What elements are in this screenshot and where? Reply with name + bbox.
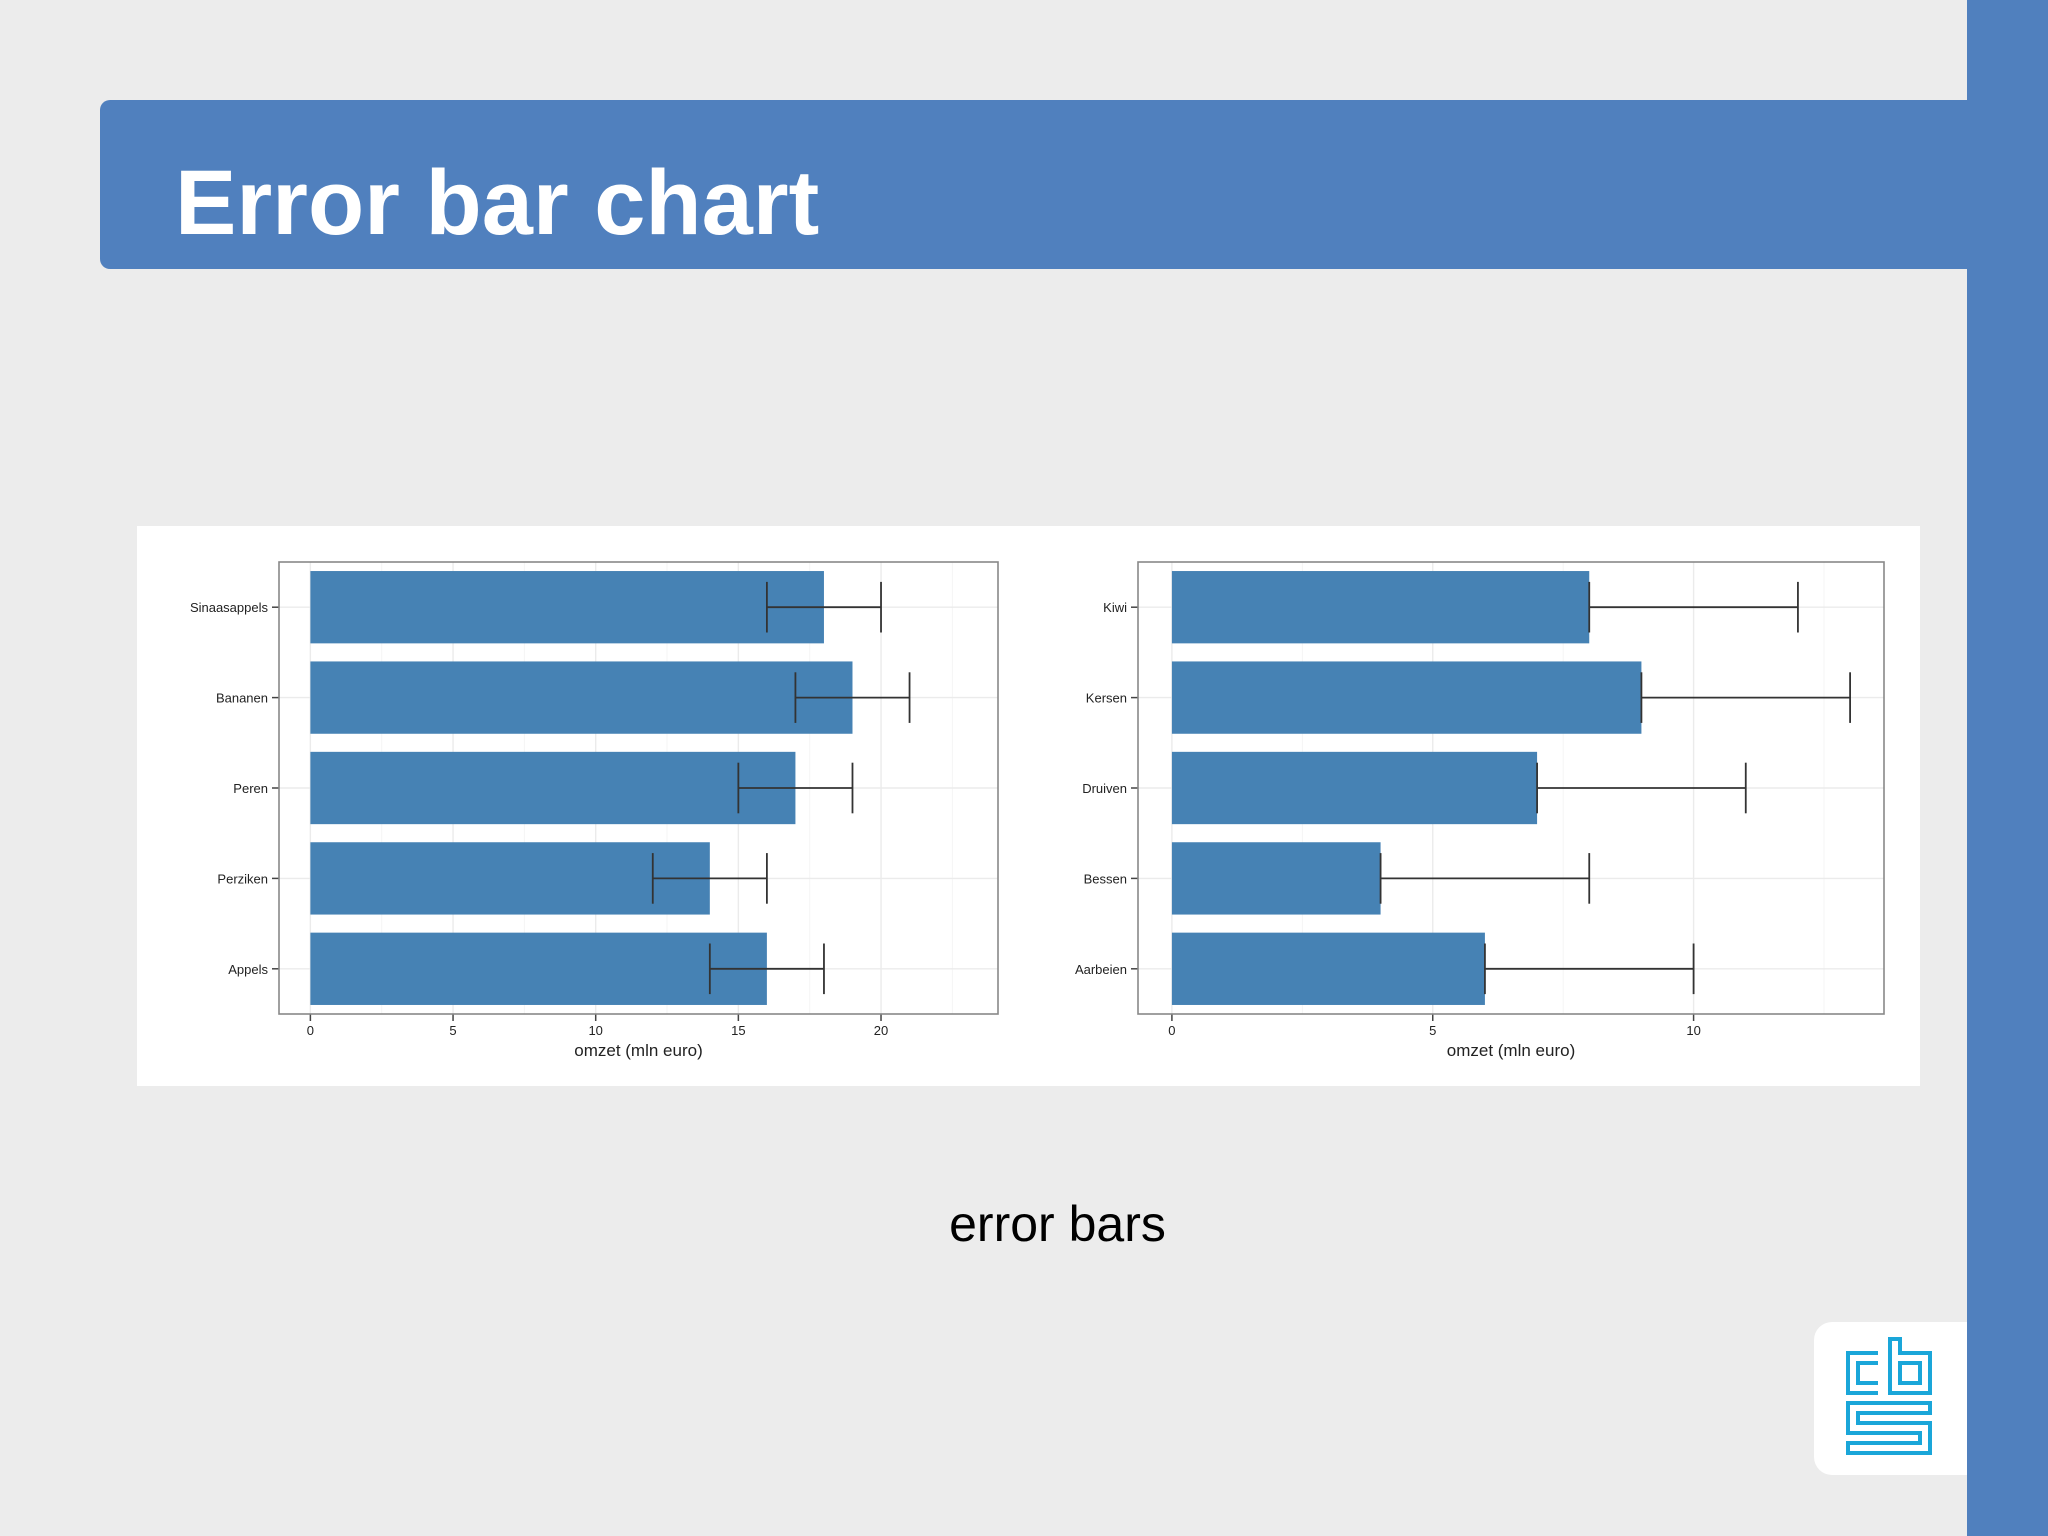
chart-1-bar-perziken <box>310 842 710 915</box>
chart-1-x-tick-label: 10 <box>588 1023 602 1038</box>
chart-2-bar-druiven <box>1171 751 1538 825</box>
chart-1-x-tick-label: 5 <box>449 1023 456 1038</box>
chart-1-y-tick-label: Sinaasappels <box>190 600 269 615</box>
chart-2-x-tick-label: 5 <box>1429 1023 1436 1038</box>
slide-title: Error bar chart <box>175 152 820 254</box>
chart-1-y-tick-label: Perziken <box>217 871 268 886</box>
title-band: Error bar chart <box>100 100 1967 269</box>
chart-1-bar-peren <box>310 751 796 825</box>
chart-1-y-tick-label: Bananen <box>216 691 268 706</box>
chart-1-x-tick-label: 15 <box>731 1023 745 1038</box>
chart-2-bar-bessen <box>1171 842 1381 915</box>
right-accent-stripe <box>1967 0 2048 1536</box>
chart-2-y-tick-label: Aarbeien <box>1075 962 1127 977</box>
chart-1-y-tick-label: Peren <box>233 781 268 796</box>
chart-svg: Sinaasappels Bananen Peren Perziken Appels 0 5… <box>190 561 1885 1060</box>
chart-figure: Sinaasappels Bananen Peren Perziken Appels 0 5… <box>137 526 1920 1086</box>
chart-1-y-tick-label: Appels <box>228 962 268 977</box>
cbs-logo-icon <box>1846 1337 1932 1455</box>
chart-2-y-tick-label: Kersen <box>1086 691 1127 706</box>
slide-caption: error bars <box>949 1196 1166 1252</box>
chart-2-bar-aarbeien <box>1171 932 1485 1005</box>
chart-2-x-tick-label: 0 <box>1168 1023 1175 1038</box>
chart-2-x-axis-label: omzet (mln euro) <box>1447 1041 1575 1060</box>
chart-1-x-axis-label: omzet (mln euro) <box>574 1041 702 1060</box>
chart-1-bar-bananen <box>310 661 853 734</box>
chart-2-panel-border <box>1137 561 1885 1015</box>
logo-card <box>1814 1322 1967 1475</box>
chart-2-bar-kiwi <box>1171 571 1590 644</box>
chart-1-x-tick-label: 0 <box>307 1023 314 1038</box>
chart-1-panel-border <box>278 561 999 1015</box>
chart-2-y-tick-label: Druiven <box>1082 781 1127 796</box>
chart-2-y-tick-label: Bessen <box>1084 871 1127 886</box>
chart-1-x-tick-label: 20 <box>874 1023 888 1038</box>
chart-1-bar-appels <box>310 932 767 1005</box>
chart-2-y-tick-label: Kiwi <box>1103 600 1127 615</box>
chart-2-x-tick-label: 10 <box>1686 1023 1700 1038</box>
chart-1-bar-sinaasappels <box>310 571 824 644</box>
chart-2-bar-kersen <box>1171 661 1642 734</box>
